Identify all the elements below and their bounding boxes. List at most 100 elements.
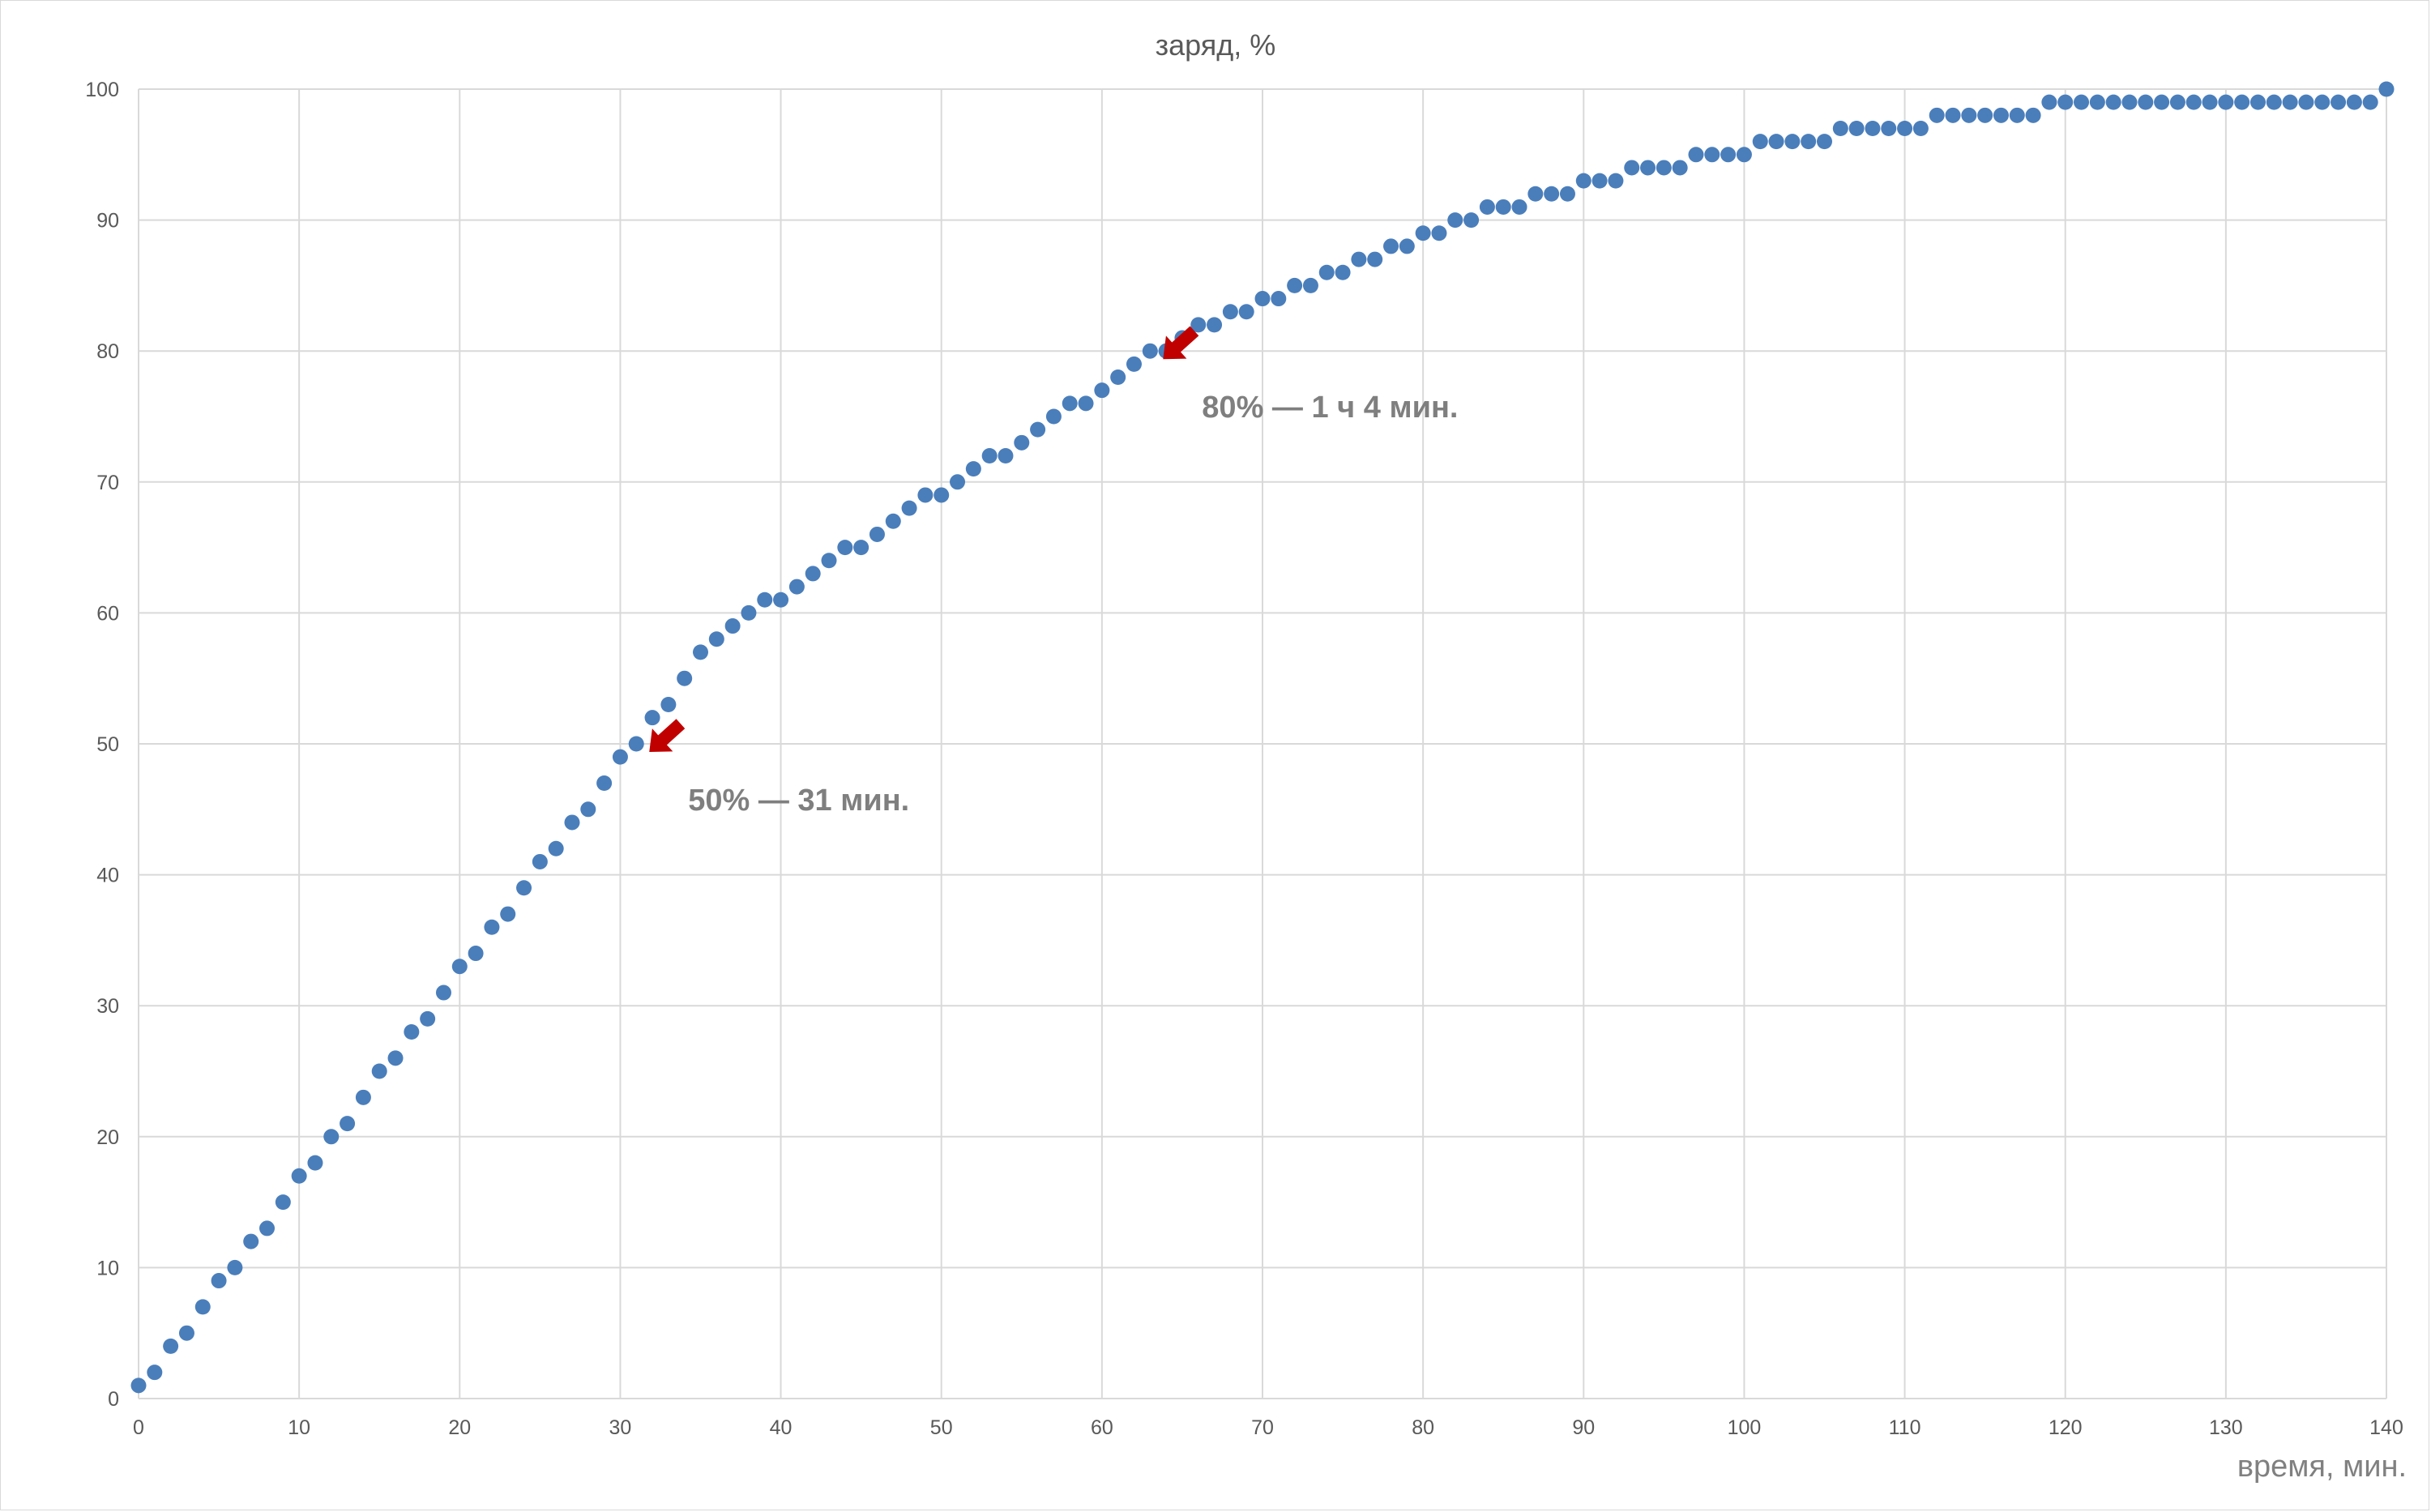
annotations: 50% — 31 мин. 80% — 1 ч 4 мин. bbox=[649, 326, 1458, 818]
data-point bbox=[757, 592, 773, 608]
data-point bbox=[1511, 199, 1527, 215]
x-tick-label: 40 bbox=[770, 1416, 793, 1439]
data-point bbox=[2249, 94, 2266, 110]
y-tick-label: 0 bbox=[108, 1388, 119, 1411]
data-point bbox=[1720, 147, 1737, 163]
data-point bbox=[1254, 291, 1271, 307]
data-point bbox=[516, 880, 532, 896]
data-point bbox=[291, 1168, 307, 1184]
data-point bbox=[837, 540, 853, 556]
data-point bbox=[2346, 94, 2362, 110]
data-point bbox=[532, 853, 548, 869]
data-point bbox=[1977, 107, 1993, 123]
data-point bbox=[2025, 107, 2041, 123]
x-tick-labels: 0 10 20 30 40 50 60 70 80 90 100 110 120 130 140 bbox=[133, 1416, 2403, 1439]
y-tick-label: 50 bbox=[96, 733, 119, 756]
data-point bbox=[1383, 238, 1399, 254]
data-points bbox=[130, 81, 2395, 1394]
x-tick-label: 10 bbox=[288, 1416, 310, 1439]
annotation-label: 80% — 1 ч 4 мин. bbox=[1202, 391, 1458, 425]
y-tick-label: 30 bbox=[96, 995, 119, 1018]
data-point bbox=[2105, 94, 2121, 110]
data-point bbox=[1495, 199, 1511, 215]
y-tick-label: 90 bbox=[96, 210, 119, 233]
data-point bbox=[1271, 291, 1287, 307]
data-point bbox=[130, 1377, 147, 1394]
data-point bbox=[484, 919, 500, 935]
data-point bbox=[1624, 160, 1640, 176]
x-tick-label: 60 bbox=[1091, 1416, 1113, 1439]
data-point bbox=[1094, 382, 1110, 399]
data-point bbox=[1575, 173, 1591, 189]
data-point bbox=[1302, 277, 1318, 293]
x-tick-label: 50 bbox=[930, 1416, 953, 1439]
data-point bbox=[2266, 94, 2282, 110]
data-point bbox=[1559, 186, 1575, 202]
data-point bbox=[1287, 277, 1303, 293]
data-point bbox=[1591, 173, 1608, 189]
x-tick-label: 80 bbox=[1412, 1416, 1434, 1439]
data-point bbox=[1640, 160, 1656, 176]
data-point bbox=[2057, 94, 2074, 110]
data-point bbox=[2314, 94, 2331, 110]
data-point bbox=[211, 1273, 227, 1289]
data-point bbox=[420, 1010, 436, 1027]
x-tick-label: 0 bbox=[133, 1416, 144, 1439]
data-point bbox=[1207, 317, 1223, 333]
data-point bbox=[2218, 94, 2234, 110]
data-point bbox=[2378, 81, 2395, 97]
data-point bbox=[2138, 94, 2154, 110]
data-point bbox=[1142, 343, 1158, 359]
data-point bbox=[2041, 94, 2057, 110]
data-point bbox=[548, 840, 564, 856]
data-point bbox=[2009, 107, 2025, 123]
data-point bbox=[2185, 94, 2202, 110]
data-point bbox=[2169, 94, 2185, 110]
x-tick-label: 110 bbox=[1889, 1416, 1921, 1439]
data-point bbox=[965, 461, 981, 477]
data-point bbox=[1865, 120, 1881, 136]
x-tick-label: 30 bbox=[609, 1416, 632, 1439]
data-point bbox=[1367, 251, 1383, 267]
data-point bbox=[2121, 94, 2138, 110]
data-point bbox=[1222, 304, 1238, 320]
data-point bbox=[1062, 395, 1078, 412]
data-point bbox=[1961, 107, 1977, 123]
data-point bbox=[2331, 94, 2347, 110]
data-point bbox=[147, 1365, 163, 1381]
data-point bbox=[934, 487, 950, 503]
data-point bbox=[917, 487, 934, 503]
data-point bbox=[178, 1325, 194, 1341]
data-point bbox=[1817, 134, 1832, 150]
data-point bbox=[628, 736, 644, 752]
data-point bbox=[1463, 212, 1480, 229]
x-tick-label: 120 bbox=[2049, 1416, 2083, 1439]
data-point bbox=[1318, 264, 1335, 280]
data-point bbox=[1752, 134, 1768, 150]
data-point bbox=[2202, 94, 2218, 110]
data-point bbox=[596, 775, 613, 791]
data-point bbox=[1126, 356, 1142, 372]
annotation-label: 50% — 31 мин. bbox=[688, 784, 909, 818]
data-point bbox=[724, 618, 741, 634]
data-point bbox=[1993, 107, 2009, 123]
data-point bbox=[1784, 134, 1801, 150]
data-point bbox=[451, 959, 468, 975]
data-point bbox=[468, 946, 484, 962]
data-point bbox=[644, 710, 660, 726]
data-point bbox=[677, 670, 693, 686]
annotation-arrow-icon bbox=[1163, 326, 1199, 360]
data-point bbox=[2282, 94, 2298, 110]
data-point bbox=[371, 1063, 387, 1079]
data-point bbox=[1672, 160, 1688, 176]
y-tick-labels: 0 10 20 30 40 50 60 70 80 90 100 bbox=[85, 79, 119, 1411]
data-point bbox=[1479, 199, 1495, 215]
data-point bbox=[869, 526, 885, 542]
x-tick-label: 70 bbox=[1251, 1416, 1274, 1439]
data-point bbox=[323, 1129, 340, 1145]
data-point bbox=[1736, 147, 1752, 163]
data-point bbox=[1014, 434, 1030, 451]
data-point bbox=[1945, 107, 1961, 123]
y-tick-label: 70 bbox=[96, 472, 119, 494]
